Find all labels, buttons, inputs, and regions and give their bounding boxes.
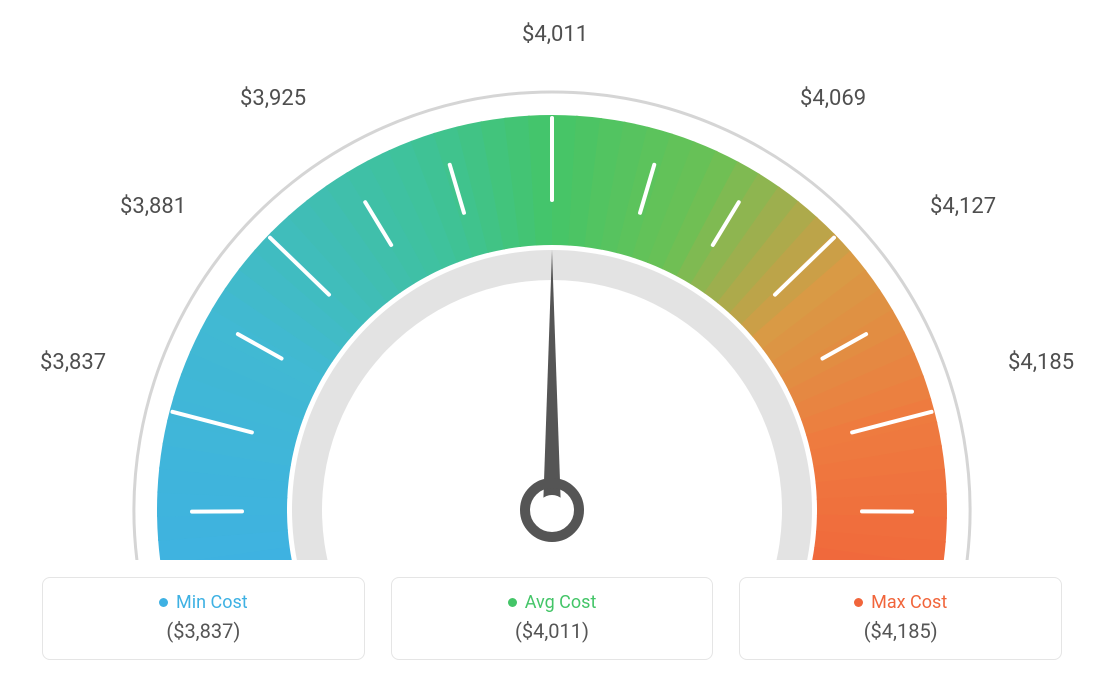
min-dot-icon (159, 598, 168, 607)
avg-cost-value: ($4,011) (515, 619, 589, 643)
gauge-area: $3,837 $3,881 $3,925 $4,011 $4,069 $4,127 $4,1… (0, 0, 1104, 560)
min-cost-card: Min Cost ($3,837) (42, 577, 365, 660)
avg-cost-header: Avg Cost (508, 592, 597, 613)
max-dot-icon (854, 598, 863, 607)
gauge-svg (92, 30, 1012, 560)
tick-label: $3,837 (40, 350, 106, 375)
min-cost-label: Min Cost (176, 592, 248, 613)
min-cost-header: Min Cost (159, 592, 248, 613)
gauge-chart-container: $3,837 $3,881 $3,925 $4,011 $4,069 $4,127 $4,1… (0, 0, 1104, 690)
tick-label: $4,069 (800, 86, 866, 111)
max-cost-header: Max Cost (854, 592, 947, 613)
max-cost-value: ($4,185) (864, 619, 938, 643)
tick-label: $4,185 (1008, 350, 1074, 375)
tick-label: $4,127 (930, 194, 996, 219)
avg-cost-card: Avg Cost ($4,011) (391, 577, 714, 660)
needle-hub-inner (537, 495, 567, 525)
min-cost-value: ($3,837) (166, 619, 240, 643)
avg-dot-icon (508, 598, 517, 607)
needle (543, 250, 561, 510)
tick-label: $3,925 (240, 86, 306, 111)
max-cost-label: Max Cost (871, 592, 947, 613)
tick-label: $4,011 (522, 22, 588, 47)
avg-cost-label: Avg Cost (525, 592, 597, 613)
tick-label: $3,881 (120, 194, 186, 219)
max-cost-card: Max Cost ($4,185) (739, 577, 1062, 660)
legend-row: Min Cost ($3,837) Avg Cost ($4,011) Max … (42, 577, 1062, 660)
